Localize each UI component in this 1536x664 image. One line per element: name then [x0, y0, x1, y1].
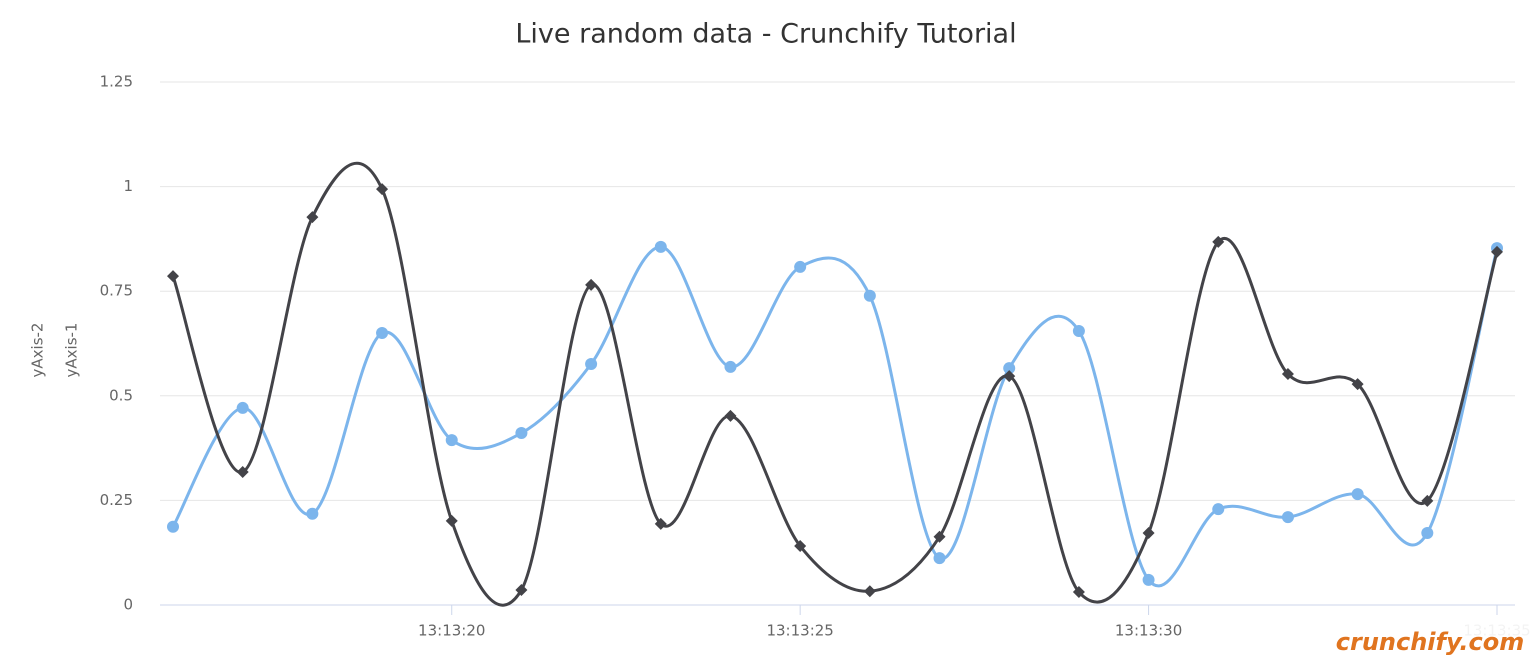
- point: [585, 278, 598, 291]
- y-tick-label: 0.25: [100, 491, 133, 509]
- point: [794, 260, 807, 273]
- point: [167, 520, 179, 533]
- point: [515, 427, 528, 440]
- point: [1003, 362, 1016, 375]
- point: [654, 240, 667, 253]
- point: [724, 409, 737, 422]
- point: [515, 583, 528, 596]
- point: [1003, 370, 1016, 383]
- point: [724, 360, 737, 373]
- point: [1142, 527, 1155, 540]
- point: [445, 514, 458, 527]
- y-tick-label: 1.25: [100, 73, 133, 91]
- point: [376, 183, 389, 196]
- point: [306, 507, 319, 520]
- point: [654, 517, 667, 530]
- y-tick-label: 0: [123, 596, 133, 614]
- watermark: crunchify.com: [1336, 628, 1525, 656]
- point: [1421, 527, 1434, 540]
- point: [236, 401, 249, 414]
- y-tick-label: 0.5: [109, 386, 133, 404]
- point: [863, 289, 876, 302]
- chart-title: Live random data - Crunchify Tutorial: [515, 19, 1016, 50]
- point: [1142, 573, 1155, 586]
- point: [863, 585, 876, 598]
- point: [445, 434, 458, 447]
- point: [933, 530, 946, 543]
- point: [1281, 511, 1294, 524]
- point: [1212, 503, 1225, 516]
- y-tick-label: 0.75: [100, 282, 133, 300]
- point: [306, 211, 319, 224]
- point: [376, 327, 389, 340]
- x-tick-label: 13:13:30: [1115, 622, 1182, 640]
- point: [1281, 368, 1294, 381]
- x-tick-label: 13:13:25: [766, 622, 833, 640]
- point: [1491, 245, 1503, 258]
- watermark-bg: [1330, 618, 1536, 664]
- point: [794, 540, 807, 553]
- point: [1351, 488, 1364, 501]
- point: [1421, 494, 1434, 507]
- point: [236, 465, 249, 478]
- point: [933, 552, 946, 565]
- y-tick-label: 1: [123, 177, 133, 195]
- series-line: [171, 161, 1499, 607]
- point: [585, 358, 598, 371]
- point: [1351, 378, 1364, 391]
- point: [167, 270, 179, 283]
- point: [1212, 235, 1225, 248]
- x-tick-label: 13:13:20: [418, 622, 485, 640]
- point: [1072, 586, 1085, 599]
- point: [1072, 324, 1085, 337]
- y-axis-title: yAxis-2: [29, 323, 47, 378]
- series-line: [171, 245, 1499, 588]
- y-axis-title: yAxis-1: [63, 323, 81, 378]
